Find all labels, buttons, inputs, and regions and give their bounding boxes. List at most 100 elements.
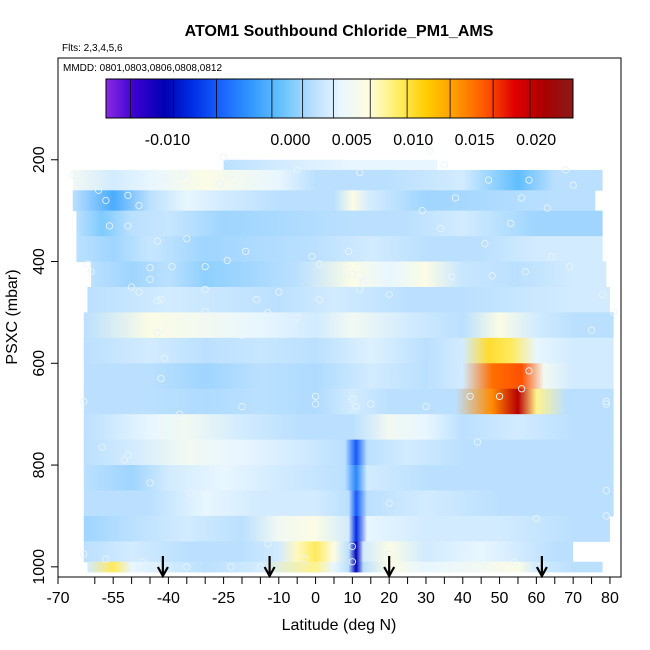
sample-point (183, 234, 191, 243)
plot-frame (57, 57, 622, 578)
sample-point (153, 297, 162, 305)
sample-point (587, 326, 596, 334)
sample-point (98, 443, 106, 451)
sample-point (80, 550, 88, 558)
sample-point (300, 555, 309, 563)
heatmap-band (91, 261, 607, 288)
x-tick-label: 30 (417, 590, 435, 607)
heatmap-band (76, 210, 603, 237)
sample-point (264, 540, 272, 548)
sample-point (525, 367, 533, 375)
sample-point (275, 288, 283, 296)
sample-point (315, 296, 323, 304)
sample-point (256, 563, 265, 571)
heatmap-band (72, 190, 596, 212)
sample-point (359, 278, 368, 286)
sample-point (481, 240, 489, 248)
sample-point (153, 237, 162, 245)
sample-point (484, 176, 493, 184)
sample-point (102, 555, 110, 563)
sample-point (609, 308, 618, 317)
sample-point (422, 563, 430, 571)
sample-point (422, 402, 430, 411)
sample-point (230, 462, 239, 470)
sample-point (565, 262, 574, 271)
sample-point (146, 275, 154, 283)
sample-point (80, 397, 88, 406)
sample-point (517, 194, 526, 202)
sample-point (510, 558, 518, 566)
sample-point (227, 171, 235, 179)
y-tick-label: 1000 (31, 549, 48, 585)
sample-points (69, 146, 618, 571)
x-tick-label: 50 (491, 590, 509, 607)
y-tick-label: 800 (31, 452, 48, 479)
colorbar-tick-label: 0.010 (393, 132, 433, 149)
arrow-head (156, 566, 169, 579)
x-tick-label: -55 (102, 590, 125, 607)
heatmap-band (83, 414, 614, 441)
heatmap-band (83, 312, 614, 339)
sample-point (525, 176, 533, 184)
colorbar-bar (105, 78, 574, 119)
sample-point (598, 290, 607, 299)
chart-title: ATOM1 Southbound Chloride_PM1_AMS (185, 23, 494, 40)
sample-point (348, 542, 357, 551)
sample-point (293, 166, 301, 174)
sample-point (120, 456, 128, 464)
x-tick-label: 60 (527, 590, 545, 607)
sample-point (157, 296, 165, 304)
sample-point (562, 166, 570, 174)
arrow-head (263, 566, 276, 579)
heatmap-band (83, 490, 614, 517)
flights-note: Flts: 2,3,4,5,6 (62, 43, 123, 54)
x-tick-label: -40 (157, 590, 180, 607)
y-tick-label: 600 (31, 350, 48, 377)
x-tick-label: 40 (454, 590, 472, 607)
sample-point (356, 168, 364, 177)
sample-point (345, 247, 353, 256)
colorbar-tick-label: -0.010 (145, 132, 190, 149)
y-axis: 200 400 600 800 1000 (31, 146, 58, 585)
heatmap-band (83, 337, 614, 364)
colorbar-tick-label: 0.015 (455, 132, 495, 149)
sample-point (242, 247, 250, 256)
colorbar-tick-label: 0.005 (332, 132, 372, 149)
colorbar-tick-label: 0.020 (516, 132, 556, 149)
sample-point (459, 555, 467, 563)
sample-point (473, 438, 482, 446)
sample-point (201, 307, 209, 316)
latitude-arrows (156, 556, 548, 579)
sample-point (102, 196, 110, 205)
sample-point (146, 479, 154, 487)
sample-point (293, 313, 301, 322)
sample-point (87, 268, 95, 276)
sample-point (94, 186, 103, 194)
sample-point (186, 489, 195, 497)
heatmap-band (83, 541, 574, 563)
sample-point (418, 206, 426, 215)
sample-point (602, 486, 610, 495)
sample-point (238, 331, 246, 339)
colorbar: -0.010 0.000 0.005 0.010 0.015 0.020 (105, 78, 574, 149)
sample-point (219, 153, 228, 161)
colorbar-tick-label: 0.000 (270, 132, 310, 149)
sample-point (348, 558, 357, 566)
sample-point (264, 308, 272, 317)
y-axis-label: PSXC (mbar) (4, 269, 21, 364)
sample-point (124, 222, 132, 230)
sample-point (521, 268, 529, 276)
x-tick-label: -25 (212, 590, 235, 607)
sample-point (536, 563, 544, 571)
sample-point (367, 400, 375, 408)
sample-point (253, 296, 261, 304)
sample-point (547, 252, 555, 261)
sample-point (440, 161, 449, 169)
sample-point (223, 256, 231, 265)
sample-point (348, 270, 357, 278)
x-axis-label: Latitude (deg N) (282, 617, 397, 634)
sample-point (311, 392, 320, 401)
sample-point (124, 451, 132, 459)
sample-point (448, 273, 456, 281)
